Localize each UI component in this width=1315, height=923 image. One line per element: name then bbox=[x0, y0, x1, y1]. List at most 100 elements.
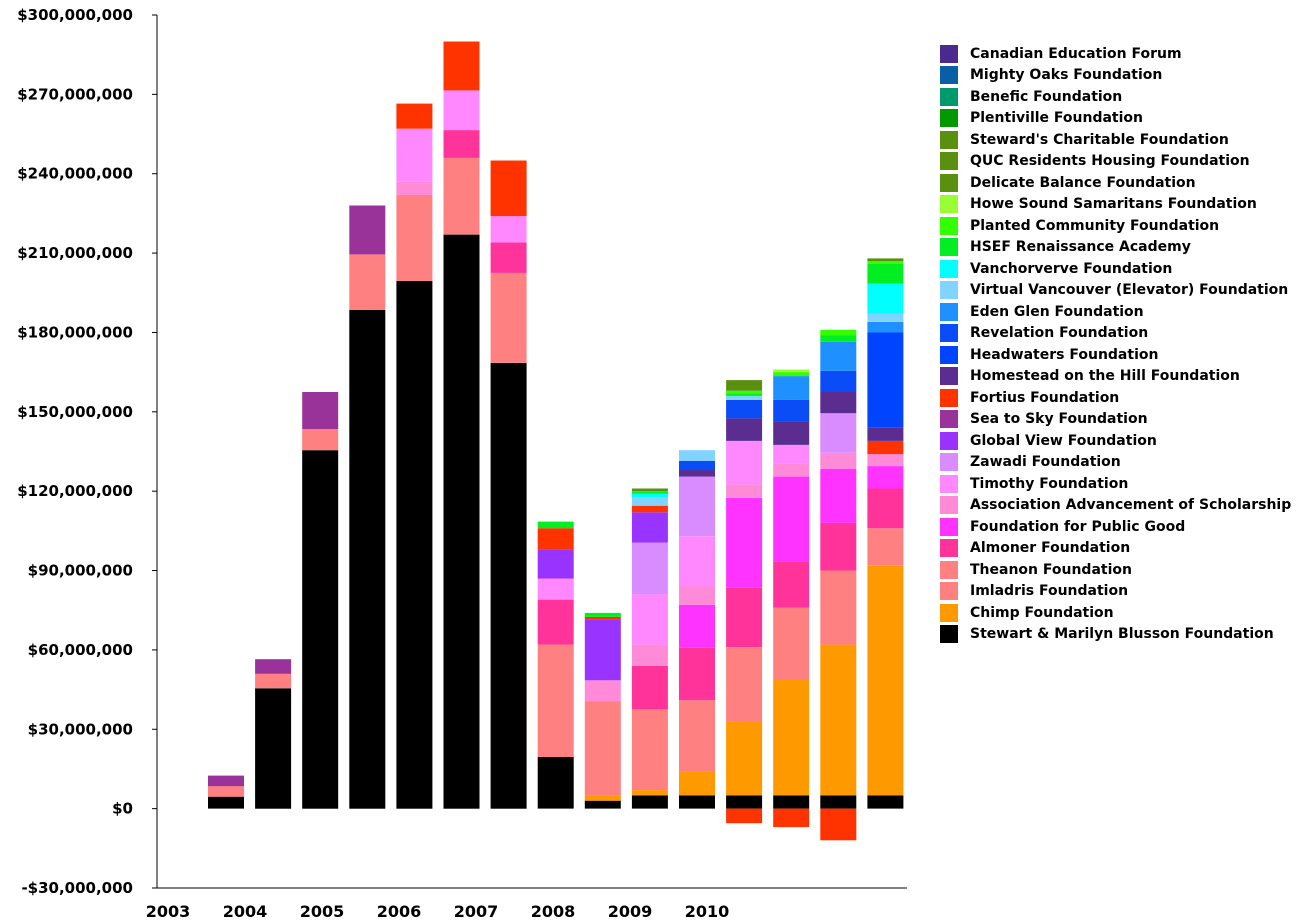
bar-segment bbox=[396, 181, 433, 195]
legend-swatch bbox=[940, 345, 958, 364]
legend-swatch bbox=[940, 130, 958, 149]
legend-item: Fortius Foundation bbox=[940, 387, 1315, 409]
bar-segment bbox=[820, 644, 857, 796]
bar-segment bbox=[820, 808, 857, 841]
bar-segment bbox=[631, 505, 668, 513]
axes-layer bbox=[156, 15, 907, 889]
legend-label: Homestead on the Hill Foundation bbox=[970, 368, 1240, 385]
bar-segment bbox=[255, 688, 292, 809]
legend-label: Theanon Foundation bbox=[970, 561, 1132, 578]
bar-segment bbox=[820, 329, 857, 336]
legend-item: Almoner Foundation bbox=[940, 538, 1315, 560]
legend-label: Benefic Foundation bbox=[970, 88, 1123, 105]
bar-segment bbox=[773, 808, 810, 828]
legend-swatch bbox=[940, 44, 958, 63]
legend-label: Association Advancement of Scholarship bbox=[970, 497, 1292, 514]
bar-segment bbox=[208, 775, 244, 787]
legend-label: Mighty Oaks Foundation bbox=[970, 67, 1163, 84]
legend-swatch bbox=[940, 87, 958, 106]
legend-swatch bbox=[940, 560, 958, 579]
legend-item: Theanon Foundation bbox=[940, 559, 1315, 581]
bar-segment bbox=[443, 130, 480, 158]
bar-segment bbox=[443, 90, 480, 131]
bar-segment bbox=[773, 561, 810, 608]
bar-segment bbox=[867, 565, 904, 796]
bar-segment bbox=[255, 659, 292, 674]
legend-item: Vanchorverve Foundation bbox=[940, 258, 1315, 280]
bar-segment bbox=[631, 795, 668, 809]
bar-segment bbox=[584, 612, 621, 617]
y-tick-label: $30,000,000 bbox=[28, 720, 133, 738]
x-tick-label: 2004 bbox=[223, 902, 268, 921]
x-tick-label: 2010 bbox=[685, 902, 730, 921]
legend-label: Imladris Foundation bbox=[970, 583, 1129, 600]
legend-swatch bbox=[940, 582, 958, 601]
bar-segment bbox=[490, 216, 527, 243]
legend-label: Virtual Vancouver (Elevator) Foundation bbox=[970, 282, 1289, 299]
legend-item: Global View Foundation bbox=[940, 430, 1315, 452]
bar-segment bbox=[679, 604, 715, 648]
legend-swatch bbox=[940, 625, 958, 644]
bar-segment bbox=[631, 488, 668, 492]
bar-segment bbox=[302, 392, 339, 429]
legend-label: Headwaters Foundation bbox=[970, 346, 1159, 363]
bar-segment bbox=[773, 372, 810, 377]
y-tick-label: -$30,000,000 bbox=[21, 879, 133, 897]
bar-segment bbox=[584, 795, 621, 801]
legend-item: Chimp Foundation bbox=[940, 602, 1315, 624]
legend-label: Revelation Foundation bbox=[970, 325, 1149, 342]
bar-segment bbox=[820, 570, 857, 645]
bar-segment bbox=[490, 160, 527, 217]
bar-segment bbox=[726, 808, 763, 824]
legend-item: Plentiville Foundation bbox=[940, 108, 1315, 130]
legend-item: Howe Sound Samaritans Foundation bbox=[940, 194, 1315, 216]
legend-swatch bbox=[940, 539, 958, 558]
legend-swatch bbox=[940, 496, 958, 515]
legend-swatch bbox=[940, 603, 958, 622]
bar-segment bbox=[679, 450, 715, 461]
bar-segment bbox=[679, 771, 715, 796]
bar-segment bbox=[208, 786, 244, 797]
bar-segment bbox=[867, 283, 904, 314]
bar-segment bbox=[820, 370, 857, 392]
bar-segment bbox=[679, 647, 715, 701]
legend-swatch bbox=[940, 195, 958, 214]
bar-segment bbox=[537, 644, 574, 757]
legend-item: Zawadi Foundation bbox=[940, 452, 1315, 474]
bar-segment bbox=[726, 497, 763, 588]
bar-segment bbox=[726, 484, 763, 498]
bar-segment bbox=[396, 103, 433, 129]
bar-segment bbox=[584, 616, 621, 620]
bar-segment bbox=[631, 709, 668, 791]
legend-label: Delicate Balance Foundation bbox=[970, 174, 1196, 191]
bar-segment bbox=[726, 380, 763, 391]
y-tick-label: $240,000,000 bbox=[17, 165, 133, 183]
legend-item: Association Advancement of Scholarship bbox=[940, 495, 1315, 517]
bar-segment bbox=[726, 795, 763, 809]
x-tick-label: 2006 bbox=[377, 902, 422, 921]
y-axis-tick-labels: -$30,000,000 $0 $30,000,000 $60,000,000 $90,… bbox=[17, 6, 157, 897]
bar-segment bbox=[773, 421, 810, 445]
legend-label: HSEF Renaissance Academy bbox=[970, 239, 1191, 256]
bar-segment bbox=[396, 194, 433, 281]
legend-label: Canadian Education Forum bbox=[970, 45, 1182, 62]
bar-segment bbox=[443, 41, 480, 91]
legend-item: Homestead on the Hill Foundation bbox=[940, 366, 1315, 388]
bar-segment bbox=[537, 599, 574, 645]
bar-segment bbox=[349, 310, 386, 809]
bar-segment bbox=[820, 335, 857, 342]
bar-segment bbox=[537, 549, 574, 579]
bar-segment bbox=[773, 399, 810, 422]
legend-item: Timothy Foundation bbox=[940, 473, 1315, 495]
bar-segment bbox=[726, 393, 763, 396]
bar-segment bbox=[820, 522, 857, 571]
bar-segment bbox=[631, 493, 668, 498]
bar-segment bbox=[867, 528, 904, 566]
x-tick-label: 2008 bbox=[531, 902, 576, 921]
legend-item: Planted Community Foundation bbox=[940, 215, 1315, 237]
legend-label: Steward's Charitable Foundation bbox=[970, 131, 1229, 148]
legend-label: Howe Sound Samaritans Foundation bbox=[970, 196, 1257, 213]
legend-item: QUC Residents Housing Foundation bbox=[940, 151, 1315, 173]
bar-segment bbox=[773, 607, 810, 679]
bar-segment bbox=[537, 521, 574, 529]
